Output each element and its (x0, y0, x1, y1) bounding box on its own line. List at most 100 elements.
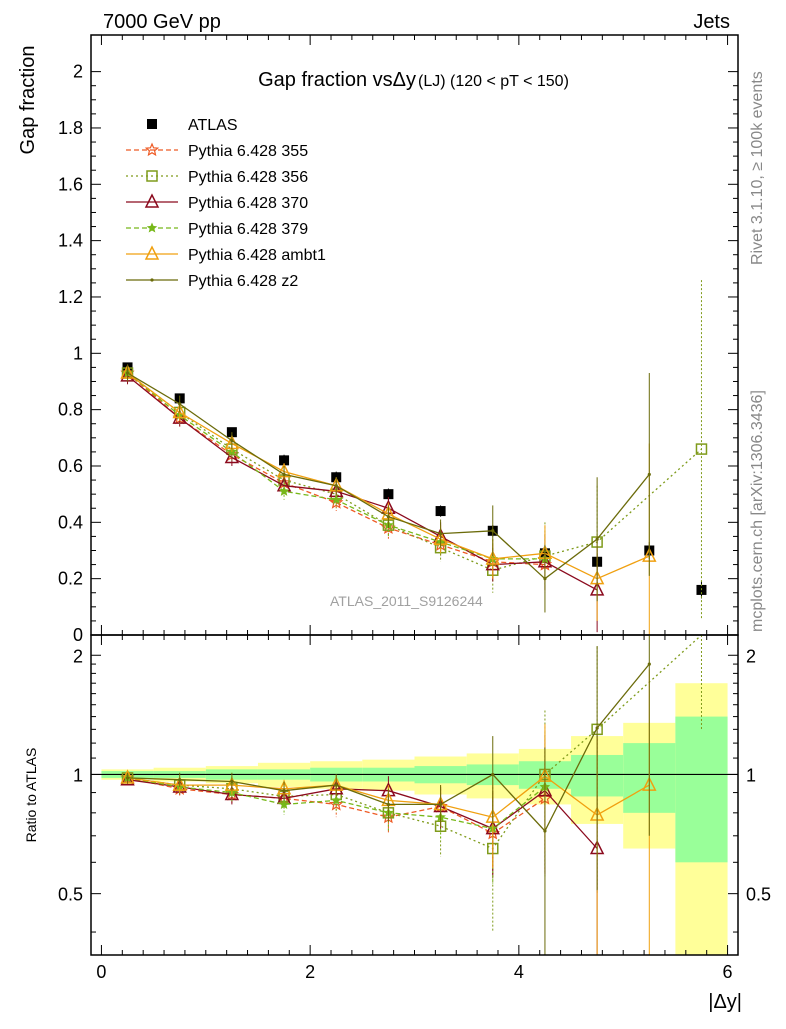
ratio-data-point (334, 783, 338, 787)
main-panel: 0 0.2 0.4 0.6 0.8 1 1.2 1.4 1.6 1.8 2 ATLAS_2011_S… (17, 34, 739, 645)
ratio-panel: 0.5 0.5 1 1 2 2 0 2 4 6 Ratio to ATLAS |Δy| (23, 634, 771, 1013)
ratio-data-point (328, 796, 344, 811)
ratio-y-tick-label-right: 2 (746, 646, 756, 666)
main-data-point (383, 489, 394, 500)
main-data-point (230, 439, 234, 443)
main-y-tick-label: 1 (73, 343, 83, 363)
ratio-data-point (330, 794, 342, 805)
main-series-line (127, 372, 702, 571)
main-series-line (127, 372, 545, 566)
main-y-tick-label: 1.4 (58, 231, 83, 251)
ratio-inner-band (675, 716, 728, 863)
ratio-data-point (230, 779, 234, 784)
x-axis-label: |Δy| (708, 991, 742, 1013)
ratio-axis-ticks: 0.5 0.5 1 1 2 2 0 2 4 6 (58, 635, 771, 982)
main-data-point (330, 494, 342, 505)
ratio-series-line (127, 779, 598, 849)
main-data-point (491, 529, 495, 533)
ratio-data-point (438, 802, 443, 807)
x-tick-label: 0 (96, 962, 106, 982)
ratio-data-point (278, 798, 290, 810)
main-data-point (595, 537, 599, 541)
main-y-tick-label: 1.6 (58, 174, 83, 194)
header-left-label: 7000 GeV pp (103, 11, 221, 33)
main-y-tick-label: 1.2 (58, 287, 83, 307)
ratio-data-point (647, 662, 651, 666)
legend-entry: Pythia 6.428 355 (126, 142, 308, 160)
ratio-data-point (125, 776, 130, 780)
ratio-y-tick-label: 2 (73, 646, 83, 666)
legend-label: Pythia 6.428 379 (188, 221, 308, 238)
legend-label: Pythia 6.428 ambt1 (188, 247, 326, 264)
legend: ATLAS Pythia 6.428 355 Pythia 6.428 356 Pyt… (126, 117, 326, 290)
main-y-axis-label: Gap fraction (17, 46, 39, 155)
main-data-point (386, 515, 391, 519)
x-tick-label: 6 (723, 962, 733, 982)
ratio-data-point (543, 829, 547, 833)
main-y-tick-label: 1.8 (58, 118, 83, 138)
main-data-point (435, 506, 446, 517)
legend-marker (150, 278, 154, 282)
main-series-line (127, 375, 598, 591)
legend-label: ATLAS (188, 117, 238, 134)
ratio-data-point (491, 772, 495, 777)
main-title: Gap fraction vsΔy (258, 69, 416, 91)
legend-entry: Pythia 6.428 370 (126, 193, 308, 212)
legend-entry: Pythia 6.428 z2 (126, 273, 298, 290)
main-data-point (279, 455, 290, 466)
main-data-point (334, 484, 338, 488)
rivet-version-label: Rivet 3.1.10, ≥ 100k events (749, 71, 766, 265)
legend-marker (146, 170, 158, 182)
legend-label: Pythia 6.428 z2 (188, 273, 298, 290)
main-series-line (127, 372, 650, 580)
ratio-y-tick-label: 1 (73, 765, 83, 785)
ratio-data-point (172, 776, 187, 791)
main-series-line (127, 372, 650, 580)
ratio-uncertainty-bands (91, 683, 738, 955)
main-y-tick-label: 0.6 (58, 456, 83, 476)
legend-marker (144, 142, 160, 157)
main-series-0 (122, 362, 707, 599)
main-data-point (178, 402, 182, 406)
legend-label: Pythia 6.428 370 (188, 195, 308, 212)
legend-label: Pythia 6.428 356 (188, 169, 308, 186)
ratio-data-point (282, 789, 286, 793)
legend-marker (144, 245, 160, 260)
main-data-point (543, 577, 547, 581)
ratio-data-point (595, 726, 599, 730)
legend-entry: Pythia 6.428 379 (126, 221, 308, 238)
legend-marker (146, 222, 158, 233)
mcplots-source-label: mcplots.cern.ch [arXiv:1306.3436] (749, 390, 766, 632)
legend-marker (147, 119, 157, 129)
ratio-series-5 (125, 635, 651, 955)
main-data-point (485, 550, 500, 565)
main-y-tick-label: 0.8 (58, 400, 83, 420)
main-y-tick-label: 0.2 (58, 569, 83, 589)
main-title-tail: (LJ) (120 < pT < 150) (418, 73, 569, 90)
ratio-y-axis-label: Ratio to ATLAS (23, 748, 39, 843)
ratio-series-group (120, 634, 702, 955)
main-data-point (282, 472, 286, 477)
main-data-point (125, 371, 130, 375)
legend-entry: Pythia 6.428 356 (126, 169, 308, 186)
legend-marker (144, 193, 160, 208)
main-y-tick-label: 0 (73, 625, 83, 645)
ratio-data-point (386, 802, 391, 807)
legend-entry: ATLAS (147, 117, 238, 134)
main-data-point (438, 531, 443, 536)
main-series-group (120, 280, 708, 635)
main-y-tick-label: 0.4 (58, 512, 83, 532)
x-tick-label: 4 (514, 962, 524, 982)
main-y-tick-label: 2 (73, 62, 83, 82)
ratio-y-tick-label-right: 1 (746, 765, 756, 785)
main-data-point (695, 443, 708, 455)
ratio-y-tick-label: 0.5 (58, 885, 83, 905)
main-series-2 (121, 280, 708, 619)
analysis-watermark: ATLAS_2011_S9126244 (330, 593, 483, 609)
x-tick-label: 2 (305, 962, 315, 982)
main-data-point (172, 403, 187, 419)
legend-entry: Pythia 6.428 ambt1 (126, 245, 326, 264)
ratio-y-tick-label-right: 0.5 (746, 885, 771, 905)
